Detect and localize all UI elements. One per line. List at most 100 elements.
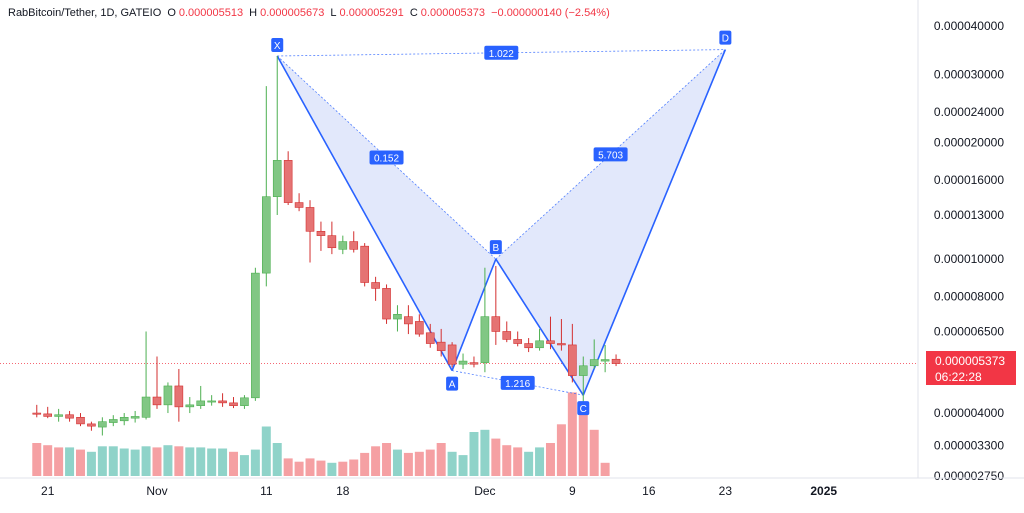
candle-body [458, 360, 468, 365]
candle-body [360, 245, 369, 283]
candle-body [108, 419, 118, 423]
symbol-title[interactable]: RabBitcoin/Tether, 1D, GATEIO [8, 7, 162, 19]
candle [185, 397, 195, 414]
pattern-point-d-bg [719, 30, 732, 45]
price-tick-label: 0.000024000 [934, 105, 1004, 119]
volume-bar [327, 462, 337, 476]
time-axis[interactable]: 21 Nov 11 18 Dec 9 16 23 2025 [0, 477, 1024, 498]
volume-bar [578, 410, 588, 476]
price-tick-label: 0.000003300 [934, 438, 1004, 452]
volume-bar [535, 447, 545, 476]
time-tick-label: 21 [41, 484, 55, 498]
candle [119, 413, 129, 426]
candle [229, 397, 238, 409]
candle [163, 382, 173, 414]
candle-body [404, 316, 413, 325]
pattern-point-b-text: B [492, 243, 499, 254]
volume-bar [130, 449, 140, 476]
volume-bar [589, 429, 599, 476]
candle-body [513, 339, 522, 344]
volume-bar [436, 443, 446, 476]
volume-bar [294, 461, 304, 476]
candle [458, 353, 468, 369]
volume-bar [316, 460, 326, 476]
price-tick-label: 0.000013000 [934, 208, 1004, 222]
candle-body [294, 202, 304, 208]
candle-body [535, 340, 544, 349]
candle [513, 331, 522, 347]
volume-bar [86, 451, 96, 476]
symbol-legend: RabBitcoin/Tether, 1D, GATEIO O 0.0000055… [8, 7, 613, 19]
close-value: 0.000005373 [420, 7, 486, 19]
volume-bar [65, 447, 75, 476]
candle [425, 323, 435, 348]
time-tick-label: 18 [336, 484, 350, 498]
pattern-leg [582, 49, 727, 396]
open-value: 0.000005513 [178, 7, 244, 19]
volume-bar [196, 447, 206, 476]
price-tick-label: 0.000030000 [934, 68, 1004, 82]
candle-body [415, 321, 424, 335]
volume-bar [371, 446, 381, 476]
candle-body [98, 421, 107, 428]
candle-body [524, 343, 533, 349]
volume-bar [447, 451, 457, 476]
candle-body [600, 359, 610, 362]
candle [283, 151, 293, 205]
candle [382, 284, 391, 324]
candle [251, 267, 260, 401]
pattern-ratio-label-bg [484, 45, 519, 60]
candle [415, 314, 424, 337]
time-tick-label: 16 [642, 484, 656, 498]
harmonic-pattern[interactable] [276, 49, 727, 396]
volume-layer [32, 392, 610, 476]
candle-body [185, 404, 195, 408]
candle [305, 200, 315, 263]
pattern-point-c: C [577, 401, 590, 416]
candle-body [272, 160, 282, 197]
volume-bar [425, 449, 435, 476]
candle [568, 323, 577, 383]
pattern-point-x: X [271, 37, 284, 52]
candle [32, 404, 42, 418]
volume-bar [250, 449, 260, 476]
volume-bar [502, 445, 512, 476]
volume-bar [283, 458, 293, 476]
pattern-ratio-label-text: 0.152 [374, 154, 399, 165]
candle-body [305, 207, 315, 232]
price-tick-label: 0.000040000 [934, 19, 1004, 33]
time-tick-label: Nov [146, 484, 167, 498]
price-tick-label: 0.000016000 [934, 173, 1004, 187]
candle-body [141, 396, 151, 418]
candle-body [491, 316, 501, 332]
candle [546, 316, 555, 350]
pattern-point-x-bg [271, 37, 284, 52]
candle-body [393, 313, 402, 320]
candle [338, 235, 348, 255]
pattern-ratio-label-text: 1.216 [505, 379, 530, 390]
candle-body [447, 344, 457, 365]
volume-bar [392, 449, 402, 476]
pattern-fill-xab [277, 55, 496, 371]
candle-body [218, 400, 227, 404]
price-axis[interactable]: 0.000040000 0.000030000 0.000024000 0.00002… [917, 0, 1004, 483]
volume-bar [556, 424, 566, 476]
candle-body [327, 235, 337, 249]
candle [524, 338, 533, 353]
pattern-point-c-bg [577, 401, 590, 416]
volume-bar [108, 446, 118, 476]
candle-body [316, 230, 326, 236]
candle-body [152, 396, 162, 406]
candle [557, 319, 566, 351]
candle-body [32, 412, 42, 415]
candle-body [76, 417, 85, 425]
candle-body [87, 423, 96, 427]
price-tick-label: 0.000010000 [934, 252, 1004, 266]
time-tick-label: 23 [719, 484, 733, 498]
candle [196, 385, 206, 409]
candle [152, 356, 162, 409]
pattern-point-x-text: X [274, 41, 281, 52]
pattern-leg [276, 55, 453, 371]
candle [491, 265, 501, 345]
